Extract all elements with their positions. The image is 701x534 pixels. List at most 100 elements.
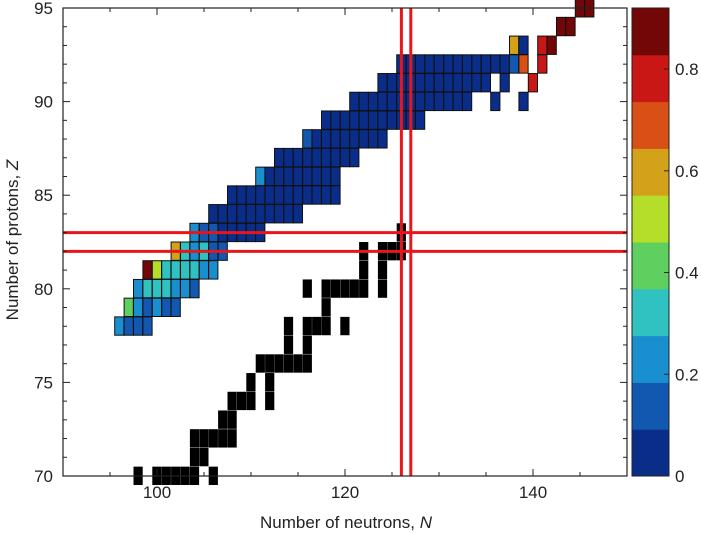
nuclide-cell-z91-n132 (452, 73, 463, 93)
nuclide-cell-z79-n98 (133, 297, 144, 318)
nuclide-cell-z92-n138 (509, 54, 520, 74)
nuclide-cell-z91-n137 (499, 73, 510, 93)
colorbar-frame (631, 7, 670, 477)
stable-nucleus-z78-n120 (340, 316, 350, 336)
nuclide-cell-z79-n99 (142, 297, 153, 318)
nuclide-cell-z85-n114 (283, 185, 294, 205)
stable-nucleus-z71-n104 (189, 447, 200, 467)
stable-nucleus-z80-n120 (340, 279, 350, 298)
stable-nucleus-z74-n112 (265, 391, 275, 411)
nuclide-cell-z87-n115 (292, 147, 304, 168)
nuclide-cell-z88-n117 (311, 129, 322, 149)
colorbar-segment-1 (632, 382, 669, 430)
stable-nucleus-z72-n105 (199, 429, 209, 448)
nuclide-cell-z93-n142 (546, 35, 557, 55)
y-tick-label-80: 80 (34, 280, 53, 299)
stable-nucleus-z74-n110 (246, 391, 256, 411)
nuclide-cell-z90-n122 (358, 91, 369, 112)
nuclide-cell-z91-n131 (443, 73, 454, 93)
stable-nucleus-z78-n116 (302, 316, 312, 336)
stable-nucleus-z73-n107 (218, 410, 228, 429)
stable-nucleus-z72-n108 (227, 429, 237, 448)
colorbar-segment-7 (632, 101, 669, 149)
nuclide-cell-z90-n128 (415, 91, 426, 112)
stable-nucleus-z78-n118 (321, 316, 331, 336)
nuclide-cell-z91-n134 (471, 73, 482, 93)
nuclide-cell-z78-n97 (123, 316, 134, 336)
nuclide-cell-z84-n107 (217, 204, 228, 224)
stable-nucleus-z74-n108 (227, 391, 237, 411)
stable-nucleus-z77-n116 (302, 335, 312, 354)
stable-nucleus-z80-n121 (349, 279, 359, 298)
stable-nucleus-z78-n114 (283, 316, 294, 336)
stable-nucleus-z77-n114 (283, 335, 294, 354)
nuclide-cell-z80-n103 (180, 278, 191, 299)
stable-nucleus-z76-n112 (265, 354, 275, 373)
nuclide-cell-z90-n131 (443, 91, 454, 112)
y-axis-label: Number of protons, Z (3, 159, 22, 320)
nuclide-cell-z92-n139 (518, 54, 529, 74)
nuclide-cell-z81-n99 (142, 260, 153, 280)
nuclide-cell-z85-n116 (302, 185, 313, 205)
nuclide-cell-z79-n101 (161, 297, 172, 318)
nuclide-cell-z92-n136 (490, 54, 501, 74)
nuclide-cell-z91-n140 (527, 73, 539, 93)
nuclide-cell-z87-n114 (283, 147, 294, 168)
colorbar-segment-2 (632, 335, 669, 383)
nuclide-cell-z80-n101 (161, 278, 172, 299)
stable-nucleus-z72-n104 (189, 429, 200, 448)
nuclide-cell-z84-n109 (236, 204, 247, 224)
x-tick-label-140: 140 (519, 483, 547, 502)
stable-nucleus-z81-n122 (359, 260, 369, 280)
nuclide-cell-z80-n99 (142, 278, 153, 299)
nuclide-cell-z92-n141 (537, 54, 548, 74)
nuclide-cell-z81-n100 (151, 260, 163, 280)
nuclide-cell-z89-n118 (321, 110, 332, 130)
nuclide-cell-z79-n97 (123, 297, 134, 318)
y-tick-label-70: 70 (34, 467, 53, 486)
nuclide-cell-z90-n132 (452, 91, 463, 112)
nuclide-cell-z85-n109 (236, 185, 247, 205)
nuclide-cell-z92-n134 (471, 54, 482, 74)
nuclide-cell-z85-n108 (227, 185, 238, 205)
nuclide-cell-z89-n123 (368, 110, 379, 130)
y-tick-label-85: 85 (34, 186, 53, 205)
nuclide-cell-z87-n119 (330, 147, 341, 168)
colorbar-segment-8 (632, 54, 669, 103)
nuclide-cell-z93-n139 (518, 35, 529, 55)
nuclide-cell-z86-n112 (264, 166, 275, 186)
nuclide-cell-z81-n105 (198, 260, 210, 280)
colorbar-segment-4 (632, 242, 669, 290)
stable-nucleus-z71-n105 (199, 447, 209, 467)
stable-nucleus-z76-n116 (302, 354, 312, 373)
nuclide-cell-z92-n132 (452, 54, 463, 74)
magic-number-lines (63, 8, 627, 476)
nuclide-cell-z92-n129 (424, 54, 435, 74)
nuclide-cell-z92-n128 (415, 54, 426, 74)
y-tick-label-75: 75 (34, 373, 53, 392)
nuclide-cell-z84-n110 (245, 204, 257, 224)
nuclide-cell-z93-n141 (537, 35, 548, 55)
stable-nucleus-z76-n114 (283, 354, 294, 373)
nuclide-cell-z86-n114 (283, 166, 294, 186)
stable-nucleus-z73-n108 (227, 410, 237, 429)
nuclide-cell-z90-n136 (490, 91, 501, 112)
stable-nucleus-z80-n116 (302, 279, 312, 298)
nuclide-cell-z90-n121 (349, 91, 360, 112)
colorbar-tick-label-0.8: 0.8 (675, 60, 699, 79)
stable-nucleus-z72-n107 (218, 429, 228, 448)
nuclide-cell-z92-n137 (499, 54, 510, 74)
nuclide-cell-z84-n112 (264, 204, 275, 224)
stable-nucleus-z80-n119 (330, 279, 341, 298)
colorbar (631, 7, 670, 477)
nuclide-cell-z79-n100 (151, 297, 163, 318)
colorbar-tick-label-0.2: 0.2 (675, 365, 699, 384)
nuclide-cell-z89-n122 (358, 110, 369, 130)
nuclide-cell-z86-n117 (311, 166, 322, 186)
nuclide-cell-z85-n110 (245, 185, 257, 205)
nuclide-cell-z85-n117 (311, 185, 322, 205)
nuclide-cell-z81-n101 (161, 260, 172, 280)
stable-nucleus-z76-n111 (255, 354, 265, 373)
nuclide-cell-z91-n124 (377, 73, 388, 93)
x-axis-label: Number of neutrons, N (260, 513, 433, 532)
